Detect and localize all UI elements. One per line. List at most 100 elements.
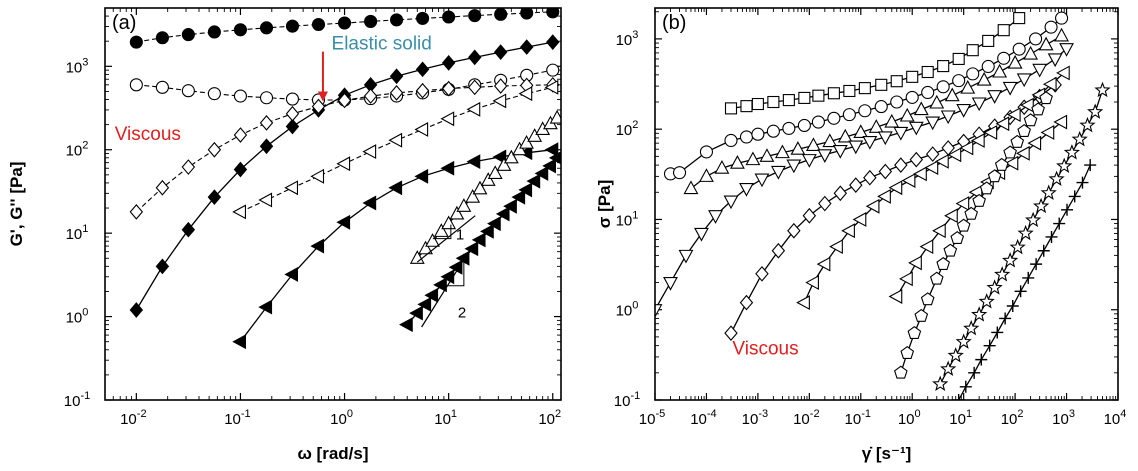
series-point — [415, 61, 430, 78]
series-point — [409, 250, 425, 264]
series-point — [829, 239, 843, 255]
annotation-text: Viscous — [732, 338, 798, 359]
series-point — [888, 289, 903, 304]
arrow-head — [317, 91, 328, 102]
series-point — [181, 28, 195, 42]
series-point — [994, 266, 1011, 282]
series-point — [992, 63, 1008, 78]
x-tick-exponent: -5 — [655, 408, 665, 420]
x-tick-exponent: 1 — [451, 408, 457, 420]
x-tick-base: 10 — [224, 411, 241, 428]
y-tick-base: 10 — [616, 32, 633, 49]
series-point — [390, 13, 404, 27]
series-point — [129, 35, 143, 49]
x-axis-label: ω [rad/s] — [297, 444, 368, 463]
x-tick-base: 10 — [538, 411, 555, 428]
series-point — [416, 11, 430, 25]
series-point — [991, 326, 1004, 339]
series-point — [466, 154, 481, 170]
series-point — [285, 105, 300, 122]
series-point — [494, 8, 508, 21]
x-tick-label: 104 — [1104, 408, 1127, 428]
series-point — [1020, 97, 1034, 113]
series-point — [982, 34, 995, 47]
series-point — [495, 206, 510, 222]
series-point — [1087, 103, 1104, 119]
y-tick-base: 10 — [616, 212, 633, 229]
series-point — [456, 198, 472, 212]
series-point — [929, 94, 945, 109]
series-point — [409, 305, 423, 321]
series-point — [952, 52, 965, 65]
plot-data — [129, 8, 561, 350]
series-point — [751, 97, 764, 111]
series-point — [362, 144, 377, 160]
series-point — [944, 208, 958, 224]
series-point — [699, 145, 713, 159]
series-point — [983, 339, 996, 352]
series-point — [181, 159, 196, 175]
series-point — [936, 256, 951, 270]
x-tick-exponent: -1 — [241, 408, 251, 420]
series-point — [833, 185, 848, 202]
series-point — [714, 160, 730, 174]
series-point — [678, 249, 694, 264]
series-point — [966, 67, 980, 81]
series-point — [155, 258, 170, 275]
series-point — [1017, 124, 1031, 137]
series-point — [207, 189, 222, 206]
series-line — [958, 164, 1091, 400]
y-tick-exponent: 0 — [632, 300, 638, 312]
x-tick-base: 10 — [845, 411, 862, 428]
series-point — [1029, 32, 1043, 46]
x-tick-label: 101 — [949, 408, 972, 428]
series-point — [440, 160, 455, 176]
x-tick-label: 10-1 — [224, 408, 250, 428]
series-point — [723, 195, 739, 210]
series-point — [414, 168, 429, 184]
series-point — [699, 168, 714, 182]
y-tick-base: 10 — [66, 226, 83, 243]
series-point — [496, 157, 512, 171]
series-point — [1054, 27, 1069, 42]
series-point — [936, 80, 950, 94]
series-point — [285, 19, 300, 33]
series-line — [239, 149, 553, 343]
series-point — [441, 55, 456, 71]
series-point — [997, 51, 1011, 65]
series-point — [285, 92, 300, 106]
series-point — [787, 222, 801, 239]
series-point — [767, 95, 780, 109]
axis-ticks — [104, 7, 561, 401]
series-point — [129, 78, 143, 92]
slope-triangle — [447, 253, 465, 287]
series-point — [786, 159, 802, 174]
series-point — [914, 308, 929, 322]
series-point — [956, 218, 971, 232]
series-point — [511, 189, 526, 205]
series-point — [546, 34, 560, 50]
series-point — [999, 312, 1012, 325]
series-point — [492, 93, 507, 109]
series-point — [943, 243, 958, 257]
series-point — [472, 180, 488, 195]
series-point — [1047, 53, 1063, 68]
series-point — [663, 277, 678, 291]
x-tick-base: 10 — [742, 411, 759, 428]
series-point — [441, 80, 456, 97]
series-point — [1025, 211, 1042, 228]
series-point — [729, 155, 745, 169]
x-tick-base: 10 — [434, 411, 451, 428]
series-point — [937, 60, 950, 73]
series-point — [1048, 170, 1065, 186]
series-point — [1032, 197, 1050, 214]
series-point — [284, 180, 299, 196]
series-point — [414, 122, 429, 137]
series-point — [519, 134, 534, 149]
x-tick-label: 10-1 — [845, 408, 871, 428]
series-point — [797, 118, 811, 132]
y-axis-label: σ [Pa] — [595, 180, 614, 228]
series-point — [1009, 238, 1026, 255]
annotation-text: Elastic solid — [332, 33, 432, 54]
series-line — [670, 17, 1063, 175]
